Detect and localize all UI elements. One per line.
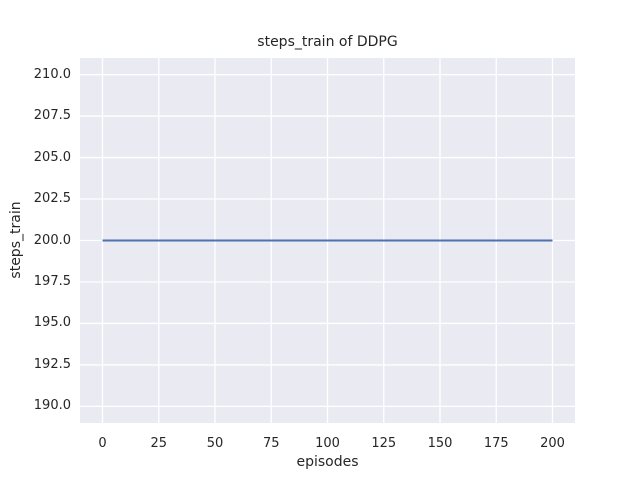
x-tick-label: 150 — [427, 436, 453, 451]
y-tick-label: 195.0 — [33, 315, 71, 331]
x-tick-label: 0 — [98, 436, 107, 451]
y-tick-label: 197.5 — [33, 273, 71, 289]
x-axis-label: episodes — [296, 454, 359, 470]
y-tick-label: 202.5 — [33, 191, 71, 207]
y-tick-label: 205.0 — [33, 149, 71, 165]
y-tick-label: 190.0 — [33, 398, 71, 414]
x-tick-label: 125 — [371, 436, 397, 451]
x-tick-label: 25 — [150, 436, 168, 451]
x-tick-label: 50 — [206, 436, 224, 451]
x-tick-label: 100 — [315, 436, 340, 451]
y-tick-label: 210.0 — [33, 66, 71, 82]
chart-title: steps_train of DDPG — [257, 34, 398, 50]
x-tick-label: 175 — [483, 436, 509, 451]
plot-area — [80, 58, 575, 423]
x-tick-label: 75 — [262, 436, 280, 451]
y-tick-label: 207.5 — [33, 108, 71, 124]
x-tick-label: 200 — [540, 436, 565, 451]
y-tick-label: 200.0 — [33, 232, 71, 248]
y-tick-label: 192.5 — [33, 356, 71, 372]
